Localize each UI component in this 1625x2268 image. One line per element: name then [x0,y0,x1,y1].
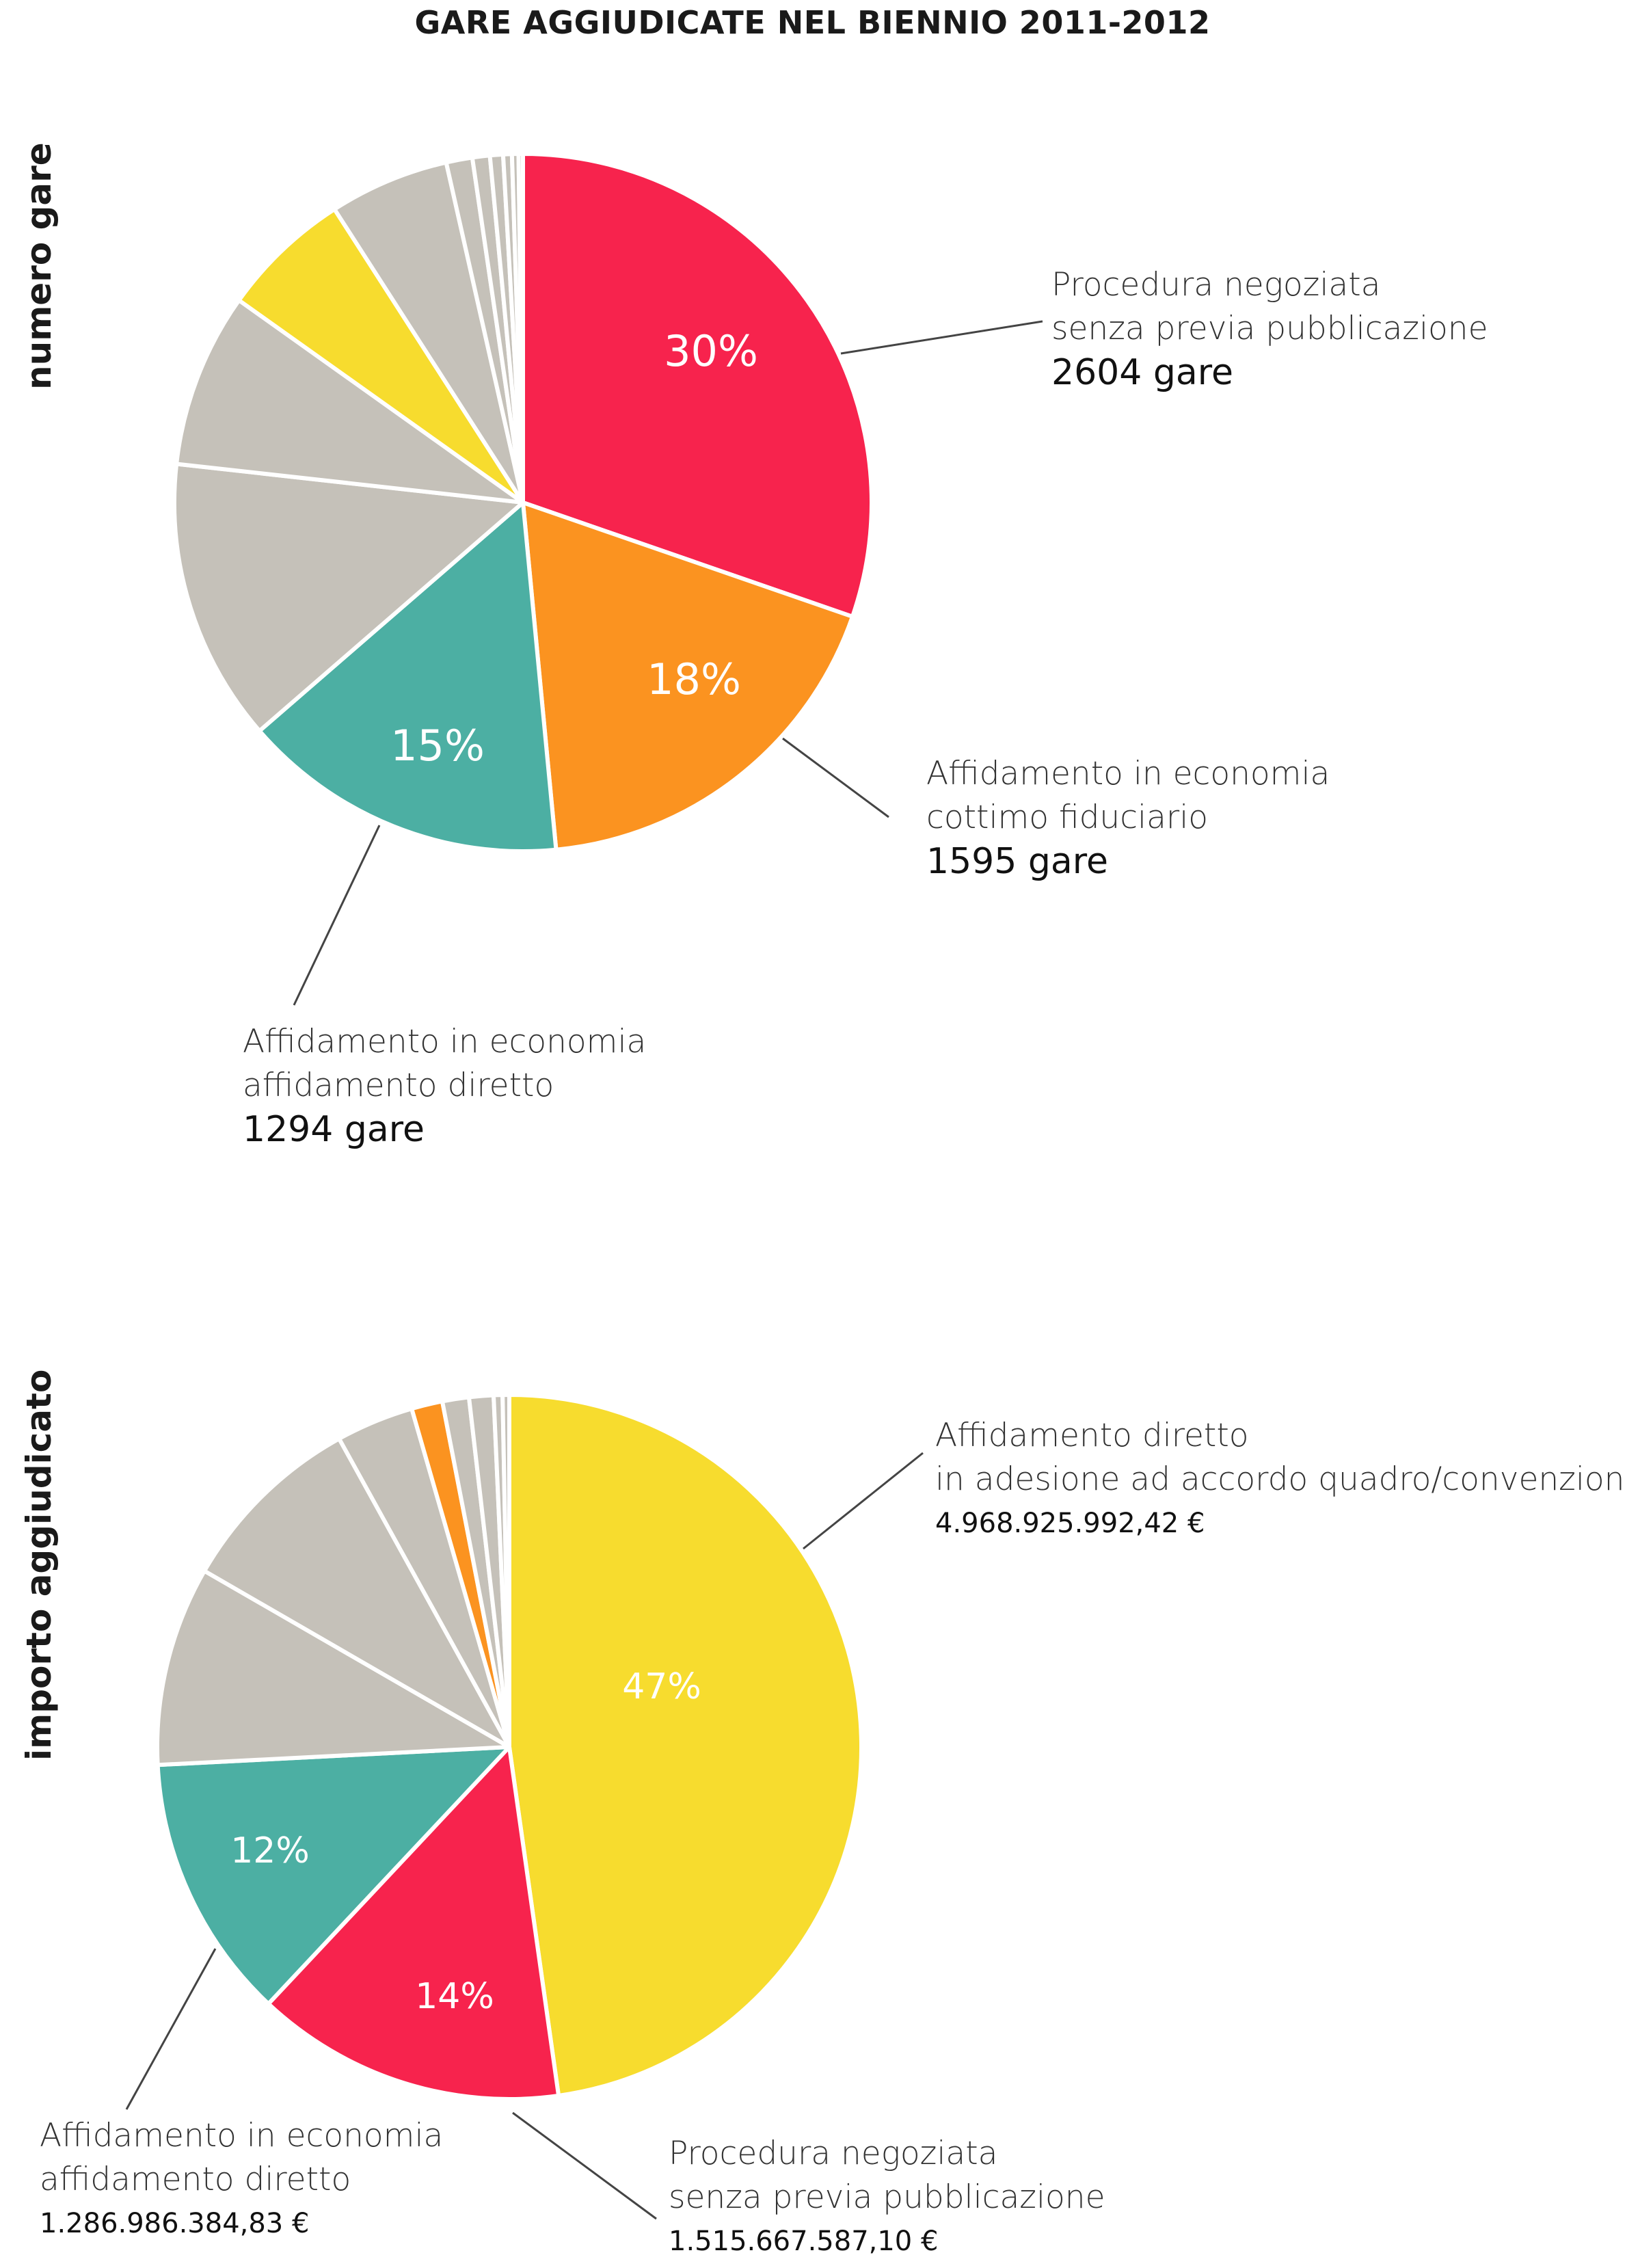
callout-value: 4.968.925.992,42 € [935,1508,1205,1539]
leader-line [840,320,1043,355]
pie-slice [516,151,525,505]
pie-slice [266,1745,561,2102]
leader-line [125,1948,217,2110]
callout-affidamento-diretto: Affidamento in economia affidamento dire… [243,1020,646,1151]
callout-line: Affidamento in economia [926,755,1330,792]
pie-numero-gare [172,151,874,853]
callout-value: 1595 gare [926,841,1108,882]
callout-value: 1294 gare [243,1109,425,1150]
pie-slice [521,152,874,619]
pct-label: 12% [230,1830,310,1871]
pct-label: 14% [415,1976,494,2017]
callout-accordo-quadro: Affidamento diretto in adesione ad accor… [935,1414,1625,1545]
callout-cottimo-fiduciario: Affidamento in economia cottimo fiduciar… [926,752,1330,883]
pct-label: 18% [647,654,741,704]
pie-slice [500,1392,511,1749]
pie-slice [521,501,855,852]
pie-slice [155,1569,511,1767]
callout-procedura-negoziata: Procedura negoziata senza previa pubblic… [1051,263,1488,395]
callout-value: 1.515.667.587,10 € [669,2226,939,2257]
callout-line: affidamento diretto [40,2161,351,2198]
leader-line [803,1452,924,1550]
chart-title: GARE AGGIUDICATE NEL BIENNIO 2011-2012 [414,4,1211,41]
callout-line: Affidamento in economia [40,2117,444,2154]
pie-slice [237,206,525,505]
callout-line: affidamento diretto [243,1067,554,1104]
leader-line [782,737,889,818]
pct-label: 47% [622,1666,701,1707]
pie-slice [507,1393,864,2098]
pie-slice [332,160,525,505]
pct-label: 15% [390,721,485,771]
pie-slice [155,1745,511,2006]
pie-slice [202,1437,511,1749]
callout-line: in adesione ad accordo quadro/convenzion… [935,1460,1625,1498]
leader-line [293,825,381,1006]
pct-label: 30% [664,326,758,376]
pie-importo-aggiudicato [155,1392,864,2102]
pie-slice [172,462,525,733]
callout-value: 1.286.986.384,83 € [40,2208,310,2239]
callout-line: Procedura negoziata [1051,266,1381,304]
callout-line: cottimo fiduciario [926,799,1209,836]
pie-slice [257,501,559,853]
callout-procedura-negoziata-importo: Procedura negoziata senza previa pubblic… [669,2132,1105,2263]
callout-affidamento-diretto-importo: Affidamento in economia affidamento dire… [40,2114,443,2245]
callout-line: senza previa pubblicazione [1051,310,1488,347]
pie-slice [174,298,525,505]
callout-line: Procedura negoziata [669,2135,998,2172]
callout-line: Affidamento in economia [243,1023,647,1060]
leader-line [512,2111,657,2220]
callout-line: senza previa pubblicazione [669,2178,1105,2216]
callout-line: Affidamento diretto [935,1417,1249,1454]
callout-value: 2604 gare [1051,352,1233,393]
